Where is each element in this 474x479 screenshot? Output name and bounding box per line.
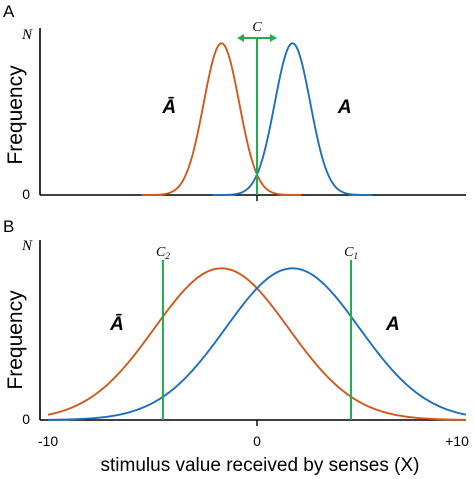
panel-a-category-label-a-bar: Ā bbox=[161, 97, 176, 118]
panel-a: A Frequency N 0 C Ā A bbox=[3, 2, 466, 202]
panel-b-x-tick-zero: 0 bbox=[253, 433, 261, 449]
panel-b-category-label-a-bar: Ā bbox=[109, 314, 124, 335]
panel-b-marks: C2 C1 Ā A bbox=[47, 245, 467, 421]
panel-b-series-a-bar-curve bbox=[47, 267, 467, 421]
panel-a-category-label-a: A bbox=[337, 97, 352, 118]
panel-b-criterion-label-1: C1 bbox=[344, 245, 358, 261]
panel-b-letter: B bbox=[3, 217, 14, 236]
panel-b-y-axis-label: Frequency bbox=[4, 290, 27, 390]
panel-a-criterion-arrow-left-head bbox=[237, 34, 244, 42]
panel-a-y-axis-label: Frequency bbox=[4, 65, 27, 165]
panel-a-criterion-arrow-right-head bbox=[270, 34, 277, 42]
panel-a-y-tick-max: N bbox=[21, 27, 33, 43]
panel-b-series-a-curve bbox=[47, 267, 467, 421]
panel-b-y-tick-zero: 0 bbox=[22, 411, 30, 427]
panel-b-criterion-label-2: C2 bbox=[156, 245, 170, 261]
panel-b-x-tick-max: +10 bbox=[445, 433, 469, 449]
panel-b-x-tick-min: -10 bbox=[38, 433, 58, 449]
panel-a-marks: C Ā A bbox=[141, 20, 373, 196]
panel-a-series-a-bar-curve bbox=[141, 42, 302, 196]
panel-a-series-a-curve bbox=[212, 42, 373, 196]
panel-b-x-axis-label: stimulus value received by senses (X) bbox=[101, 455, 420, 476]
panel-b-y-tick-max: N bbox=[21, 238, 33, 254]
panel-b: B Frequency N 0 -10 0 +10 stimulus value… bbox=[3, 217, 469, 476]
panel-a-letter: A bbox=[3, 2, 15, 21]
panel-a-y-tick-zero: 0 bbox=[22, 186, 30, 202]
panel-a-criterion-label-c: C bbox=[252, 20, 262, 35]
panel-b-category-label-a: A bbox=[385, 314, 400, 335]
